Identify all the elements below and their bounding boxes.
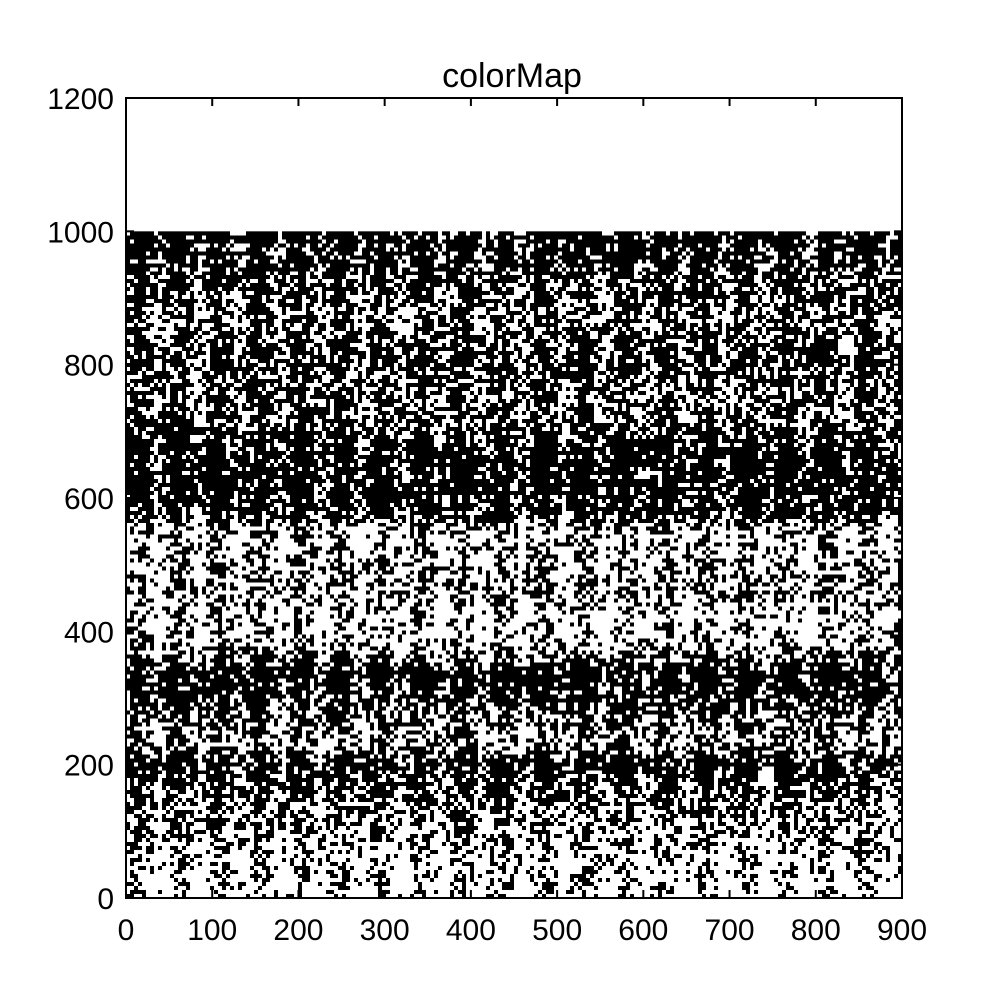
y-tick-label: 1200 bbox=[47, 83, 114, 116]
x-tick-label: 700 bbox=[705, 914, 755, 947]
heatmap-cells bbox=[126, 231, 902, 899]
x-tick-label: 400 bbox=[446, 914, 496, 947]
x-tick-label: 600 bbox=[618, 914, 668, 947]
y-tick-label: 600 bbox=[64, 483, 114, 516]
x-tick-label: 200 bbox=[273, 914, 323, 947]
x-tick-label: 500 bbox=[532, 914, 582, 947]
x-axis: 0 100 200 300 400 500 600 700 800 900 bbox=[118, 98, 927, 947]
y-tick-label: 0 bbox=[97, 883, 114, 916]
x-tick-label: 900 bbox=[877, 914, 927, 947]
x-tick-label: 100 bbox=[187, 914, 237, 947]
y-tick-label: 1000 bbox=[47, 216, 114, 249]
x-tick-label: 800 bbox=[791, 914, 841, 947]
x-tick-label: 300 bbox=[360, 914, 410, 947]
chart-title: colorMap bbox=[442, 57, 582, 95]
y-tick-label: 400 bbox=[64, 616, 114, 649]
x-tick-label: 0 bbox=[118, 914, 135, 947]
y-axis: 0 200 400 600 800 1000 1200 bbox=[47, 83, 902, 916]
heatmap-raster bbox=[126, 231, 902, 899]
y-tick-label: 800 bbox=[64, 350, 114, 383]
y-tick-label: 200 bbox=[64, 750, 114, 783]
